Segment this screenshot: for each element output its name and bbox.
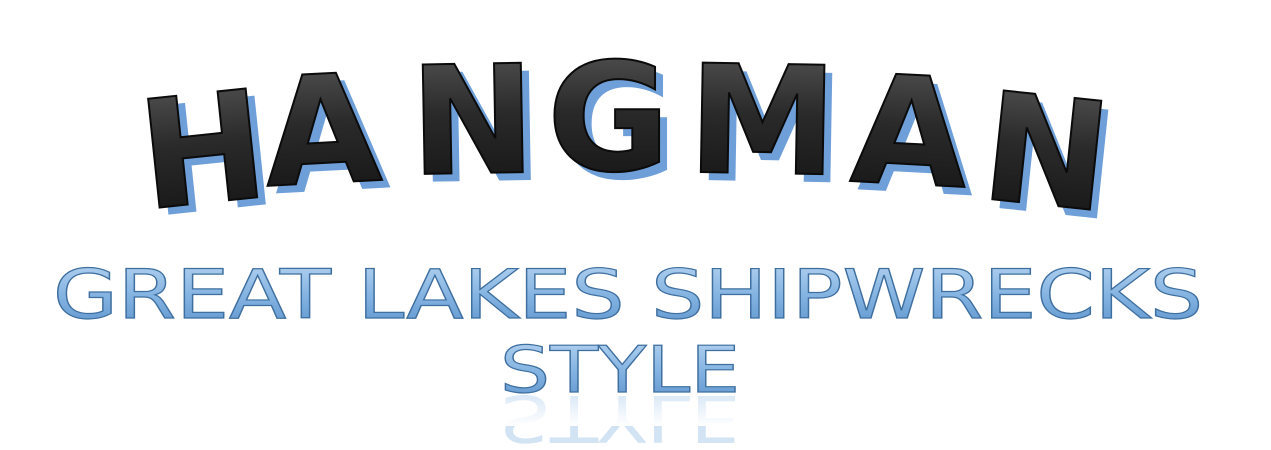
- subtitle-line-1: GREAT LAKES SHIPWRECKS: [53, 256, 1203, 335]
- title-letter-shadow: N: [417, 42, 546, 218]
- title-letter: M: [686, 34, 838, 211]
- title-letter-shadow: H: [140, 66, 283, 252]
- title-letter: A: [260, 42, 385, 222]
- title-letter: G: [547, 32, 670, 206]
- title-letter-shadow: N: [982, 69, 1125, 255]
- title-letter: H: [131, 59, 274, 245]
- title-letter-shadow: A: [268, 50, 393, 230]
- title-letter: A: [847, 43, 972, 223]
- reflection-fade: [480, 396, 760, 426]
- title-letter: N: [975, 61, 1118, 247]
- title: H A N G M A N: [130, 31, 1118, 248]
- title-shadow-group: H A N G M A N: [140, 40, 1125, 256]
- title-letter-shadow: A: [855, 51, 980, 231]
- title-letter-shadow: M: [694, 42, 846, 219]
- title-letter-shadow: G: [555, 40, 678, 214]
- title-letter: N: [409, 34, 538, 210]
